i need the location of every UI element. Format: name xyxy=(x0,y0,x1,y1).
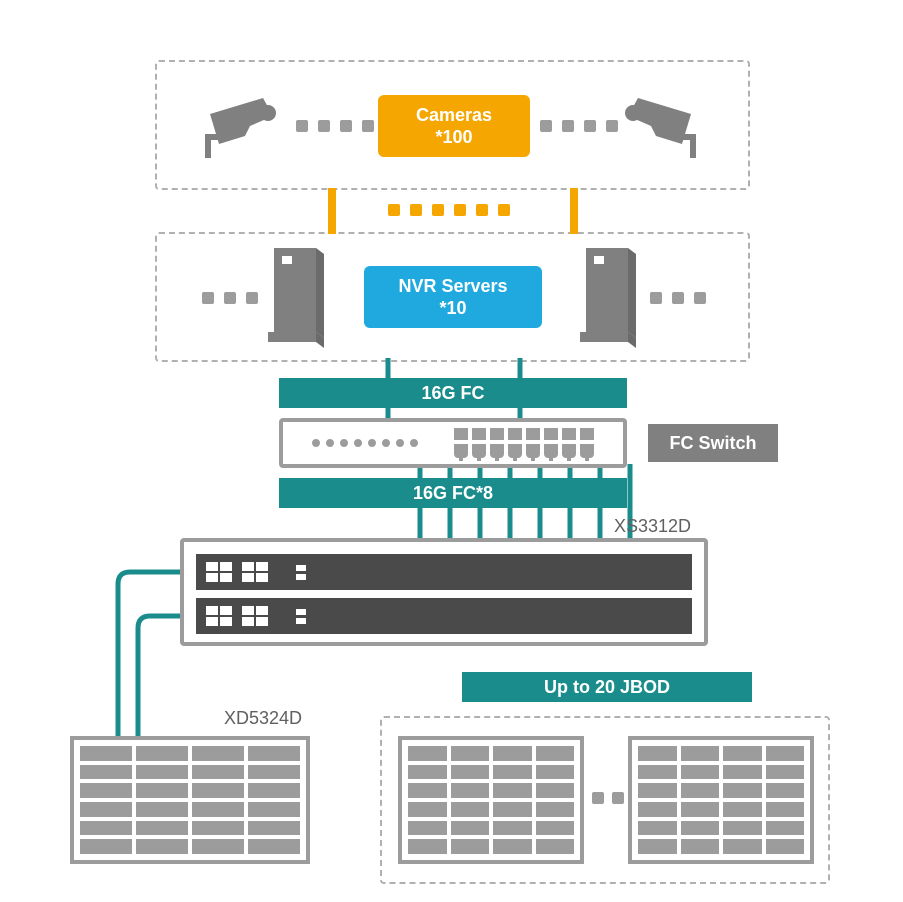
fc-switch-leds xyxy=(312,439,418,447)
cameras-label: Cameras *100 xyxy=(378,95,530,157)
nvr-label: NVR Servers *10 xyxy=(364,266,542,328)
server-icon-right xyxy=(580,248,636,348)
jbod-label-text: Up to 20 JBOD xyxy=(544,677,670,698)
storage-device xyxy=(180,538,708,646)
fc-label-1-text: 16G FC xyxy=(421,383,484,404)
jbod-label: Up to 20 JBOD xyxy=(462,672,752,702)
cam-nvr-link-left xyxy=(328,188,336,234)
camera-icon-left xyxy=(205,88,293,160)
camera-icon-right xyxy=(608,88,696,160)
fc-label-2: 16G FC*8 xyxy=(279,478,627,508)
cameras-dots-right xyxy=(540,120,618,132)
fc-label-1: 16G FC xyxy=(279,378,627,408)
fc-switch-label-text: FC Switch xyxy=(669,433,756,454)
fc-switch-device xyxy=(279,418,627,468)
storage-model-label: XS3312D xyxy=(614,516,691,537)
nvr-label-line1: NVR Servers xyxy=(398,276,507,296)
cameras-label-line1: Cameras xyxy=(416,105,492,125)
cameras-label-line2: *100 xyxy=(435,127,472,147)
nvr-dots-right xyxy=(650,292,706,304)
jbod-group-item-2 xyxy=(628,736,814,864)
nvr-label-line2: *10 xyxy=(439,298,466,318)
nvr-dots-left xyxy=(202,292,258,304)
cameras-dots-left xyxy=(296,120,374,132)
fc-switch-label: FC Switch xyxy=(648,424,778,462)
fc-switch-ports xyxy=(454,428,594,458)
server-icon-left xyxy=(268,248,324,348)
cam-nvr-dots xyxy=(388,204,510,216)
jbod-left xyxy=(70,736,310,864)
fc-label-2-text: 16G FC*8 xyxy=(413,483,493,504)
cam-nvr-link-right xyxy=(570,188,578,234)
jbod-left-model-label: XD5324D xyxy=(224,708,302,729)
jbod-group-item-1 xyxy=(398,736,584,864)
storage-controller-a xyxy=(196,554,692,590)
storage-controller-b xyxy=(196,598,692,634)
